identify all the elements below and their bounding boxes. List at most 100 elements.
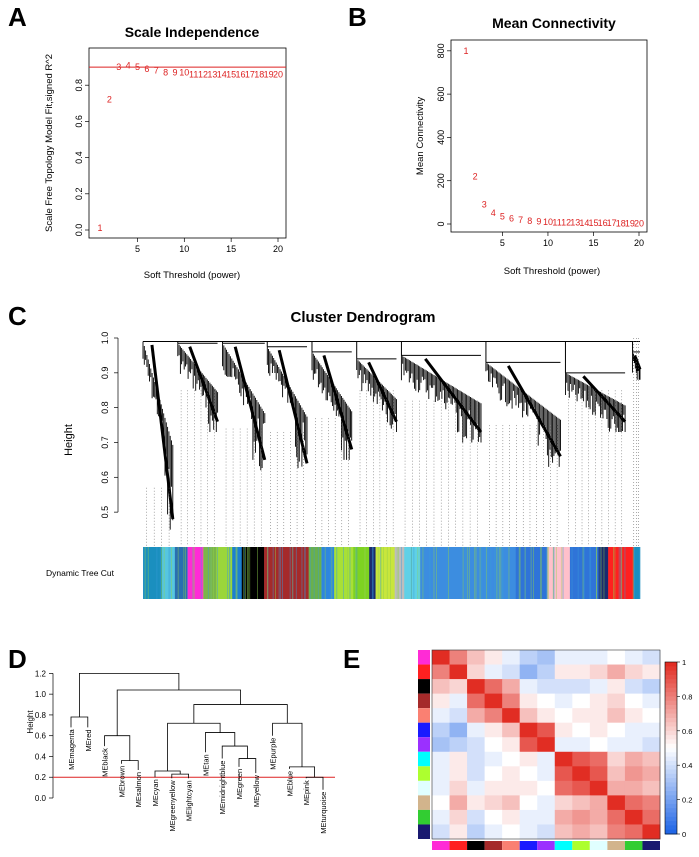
panel-c-ytick-label: 0.8	[100, 401, 110, 414]
a-ytick-label: 0.6	[74, 115, 84, 128]
panel-e-cell	[589, 693, 608, 709]
panel-e-cell	[642, 679, 661, 695]
panel-e-cell	[502, 664, 521, 680]
panel-e-cell	[484, 766, 503, 782]
panel-e-cell	[432, 708, 450, 724]
b-point-label: 13	[570, 218, 580, 228]
panel-e-cell	[572, 737, 591, 753]
panel-e-colorbar-step	[665, 730, 677, 736]
panel-e-colorbar-step	[665, 752, 677, 758]
panel-e-cell	[572, 693, 591, 709]
panel-e-cell	[607, 766, 626, 782]
panel-e-cell	[467, 722, 486, 738]
panel-e-colorbar-step	[665, 722, 677, 727]
panel-e-cell	[519, 679, 538, 695]
panel-e-cell	[467, 795, 486, 811]
panel-d-ytick-label: 0.4	[35, 752, 47, 761]
panel-e-cell	[449, 766, 468, 782]
panel-d-merge	[70, 716, 89, 728]
panel-e-cell	[537, 722, 556, 738]
panel-e-colorbar-step	[665, 670, 677, 676]
panel-e-cell	[519, 737, 538, 753]
panel-e-cell	[519, 751, 538, 767]
panel-d-leaf-label: MEblue	[285, 771, 294, 796]
panel-e-cell	[432, 722, 450, 738]
panel-e-cell	[554, 664, 573, 680]
panel-e-cell	[537, 795, 556, 811]
panel-e-cell	[467, 751, 486, 767]
b-ytick-label: 400	[436, 130, 446, 145]
panel-e-cell	[519, 780, 538, 796]
panel-e-colorbar-step	[665, 799, 677, 805]
panel-e-cell	[467, 708, 486, 724]
panel-c-module-band	[203, 547, 217, 599]
panel-e-cell	[607, 708, 626, 724]
panel-e-cell	[572, 824, 591, 840]
a-xtick-label: 20	[273, 244, 283, 254]
a-point-label: 10	[179, 68, 189, 78]
panel-e-cell	[519, 809, 538, 825]
a-ytick-label: 0.8	[74, 79, 84, 92]
a-point-label: 1	[97, 223, 102, 233]
panel-e-cell	[502, 824, 521, 840]
panel-e-cell	[607, 679, 626, 695]
panel-e-colorbar-tick: 1	[682, 658, 686, 667]
panel-e-cell	[432, 780, 450, 796]
panel-e-cell	[502, 722, 521, 738]
a-ytick-label: 0.4	[74, 151, 84, 164]
panel-e-cell	[642, 751, 661, 767]
panel-e-col-color	[607, 841, 625, 850]
b-point-label: 5	[500, 211, 505, 221]
panel-e-cell	[642, 664, 661, 680]
panel-e-cell	[554, 809, 573, 825]
panel-e-cell	[554, 795, 573, 811]
panel-e-cell	[572, 809, 591, 825]
panel-e-cell	[467, 650, 486, 665]
panel-e-cell	[624, 722, 643, 738]
panel-e-colorbar-step	[665, 765, 677, 770]
panel-e-colorbar-step	[665, 786, 677, 792]
panel-e-cell	[589, 780, 608, 796]
panel-e-cell	[607, 693, 626, 709]
panel-e-cell	[519, 824, 538, 840]
panel-e-colorbar-step	[665, 808, 677, 813]
panel-d-merge	[205, 732, 236, 753]
panel-e-cell	[432, 664, 450, 680]
panel-e-cell	[554, 780, 573, 796]
panel-e-cell	[589, 824, 608, 840]
panel-a-scale-independence: Scale Independence Soft Threshold (power…	[44, 24, 287, 281]
panel-e-cell	[432, 809, 450, 825]
panel-d-leaf-label: MEturquoise	[319, 792, 328, 834]
panel-e-cell	[572, 751, 591, 767]
panel-e-cell	[642, 824, 661, 840]
panel-e-cell	[449, 737, 468, 753]
panel-e-colorbar-step	[665, 773, 677, 779]
panel-a-xlabel: Soft Threshold (power)	[144, 270, 240, 281]
panel-e-colorbar-step	[665, 696, 677, 702]
panel-e-correlation-heatmap: 0 0.2 0.4 0.6 0.8 1	[418, 649, 692, 850]
panel-e-cell	[624, 795, 643, 811]
panel-e-colorbar-step	[665, 709, 677, 715]
panel-c-module-band	[143, 547, 163, 599]
panel-d-leaf-label: MEbrown	[117, 766, 126, 798]
panel-letter-e: E	[343, 644, 360, 674]
panel-e-cell	[642, 766, 661, 782]
panel-e-cell	[502, 693, 521, 709]
panel-e-row-color	[418, 650, 430, 665]
panel-b-ylabel: Mean Connectivity	[415, 97, 426, 175]
panel-c-ytick-label: 1.0	[100, 332, 110, 345]
panel-c-title: Cluster Dendrogram	[290, 309, 435, 326]
panel-c-module-band	[547, 547, 571, 599]
a-xtick-label: 10	[179, 244, 189, 254]
panel-e-cell	[537, 737, 556, 753]
panel-c-branch	[485, 341, 562, 546]
panel-e-cell	[484, 679, 503, 695]
panel-e-cell	[554, 737, 573, 753]
b-ytick-label: 200	[436, 173, 446, 188]
panel-d-merge	[305, 776, 324, 790]
panel-e-cell	[537, 824, 556, 840]
panel-e-colorbar-tick: 0.8	[682, 692, 692, 701]
panel-e-row-color	[418, 766, 430, 781]
panel-e-cell	[467, 780, 486, 796]
panel-e-cell	[589, 650, 608, 665]
